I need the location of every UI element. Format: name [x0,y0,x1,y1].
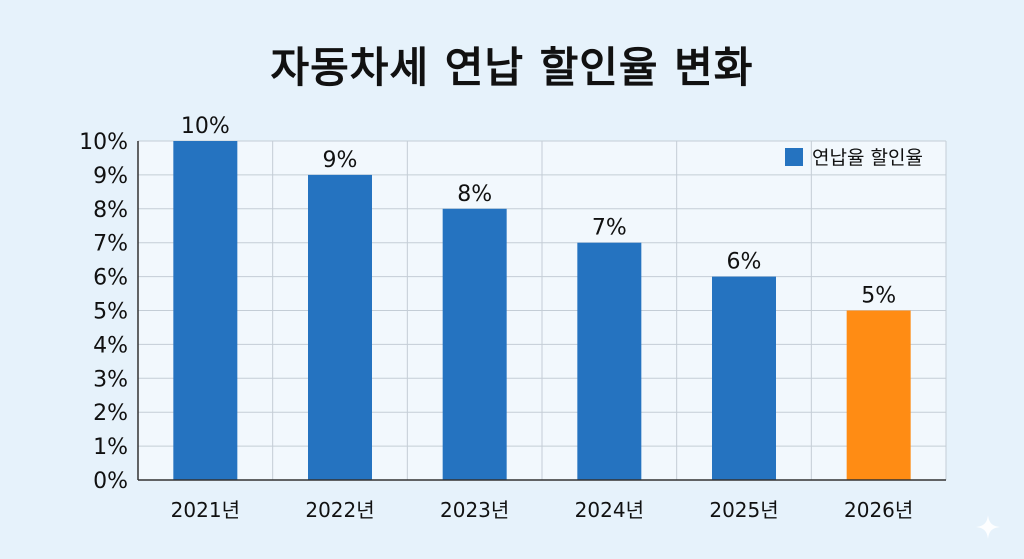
bar [442,208,507,481]
legend-label: 연납율 할인율 [812,147,923,169]
data-label: 9% [323,148,358,173]
x-tick-label: 2024년 [575,498,644,522]
chart-title: 자동차세 연납 할인율 변화 [270,43,754,92]
bar [712,276,776,480]
y-tick-label: 9% [93,164,128,189]
y-tick-label: 6% [93,266,128,291]
bars: 10% 9% 8% 7% 6% 5% [173,114,911,481]
y-tick-label: 3% [93,367,128,392]
sparkle-icon [976,515,1000,539]
y-tick-label: 5% [93,300,128,325]
y-tick-label: 4% [93,333,128,358]
x-tick-label: 2026년 [844,498,913,522]
y-tick-label: 8% [93,198,128,223]
bar [577,242,642,480]
y-tick-label: 1% [93,435,128,460]
x-tick-label: 2025년 [709,498,778,522]
data-label: 10% [181,114,230,139]
data-label: 7% [592,216,627,241]
bar [173,141,238,480]
data-label: 5% [861,284,896,309]
x-tick-label: 2022년 [305,498,374,522]
data-label: 6% [727,250,762,275]
bar [308,174,372,480]
y-tick-label: 10% [79,130,128,155]
y-tick-label: 2% [93,401,128,426]
grid-lines [137,140,947,481]
axes: 0% 1% 2% 3% 4% 5% 6% 7% 8% 9% 10% 2021년 2022년 2023년 20… [79,130,946,522]
legend-swatch [785,148,803,166]
data-label: 8% [457,182,492,207]
bar [846,310,911,480]
x-tick-label: 2021년 [171,498,240,522]
x-tick-label: 2023년 [440,498,509,522]
legend: 연납율 할인율 [785,147,923,169]
y-tick-label: 0% [93,469,128,494]
y-tick-label: 7% [93,232,128,257]
